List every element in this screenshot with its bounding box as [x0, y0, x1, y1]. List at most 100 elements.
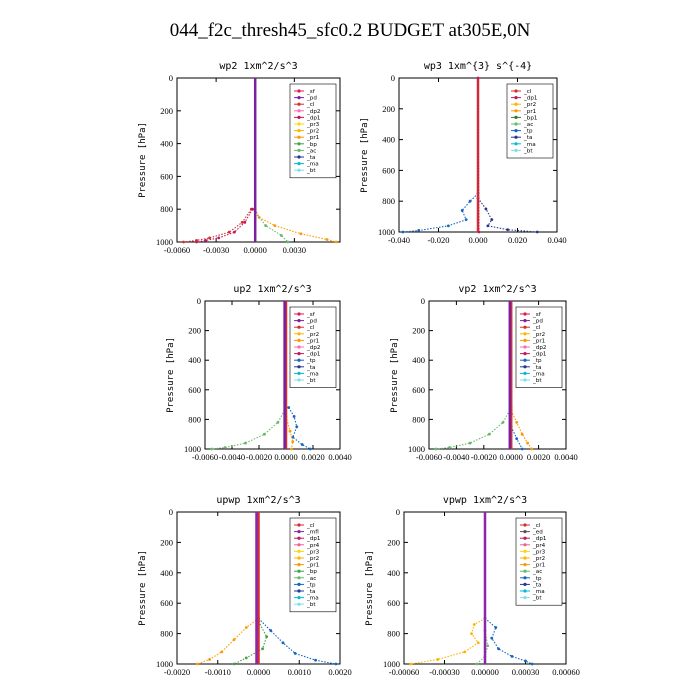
series-line: [477, 197, 538, 233]
x-tick-label: -0.0020: [164, 667, 190, 677]
legend-marker: [297, 549, 301, 554]
legend-marker: [523, 536, 527, 540]
data-point: [208, 658, 212, 661]
legend-marker: [297, 162, 301, 166]
legend-marker: [297, 102, 301, 106]
legend-label: _pr4: [532, 543, 546, 549]
data-point: [464, 218, 468, 222]
series-line: [484, 617, 533, 665]
data-point: [251, 207, 255, 211]
y-tick-label: 800: [412, 414, 425, 424]
legend-label: _ac: [306, 148, 316, 154]
legend-label: _cl: [306, 325, 315, 331]
legend-marker: [523, 576, 527, 580]
data-point: [417, 229, 421, 232]
legend-label: _sf: [532, 312, 542, 318]
panel-title: up2 1xm^2/s^3: [233, 284, 311, 295]
legend-label: _ta: [306, 155, 315, 161]
legend-marker: [523, 589, 527, 593]
data-point: [223, 446, 227, 449]
data-point: [261, 647, 264, 651]
legend-label: _pr3: [306, 549, 320, 555]
data-point: [448, 446, 451, 449]
legend-label: _pr2: [306, 129, 319, 135]
y-tick-label: 400: [382, 135, 395, 145]
legend-label: _ma: [523, 142, 536, 148]
legend-marker: [523, 358, 527, 362]
legend-marker: [514, 122, 518, 126]
legend-marker: [297, 589, 301, 593]
legend-marker: [297, 378, 301, 382]
y-tick-label: 200: [412, 326, 425, 336]
y-axis-label: Pressure [hPa]: [138, 550, 148, 626]
x-tick-label: 0.040: [547, 235, 566, 245]
legend-label: _pr1: [532, 338, 546, 344]
legend-marker: [514, 115, 518, 119]
panel-title: upwp 1xm^2/s^3: [216, 495, 300, 506]
x-tick-label: 0.00000: [471, 667, 499, 677]
legend-label: _pr2: [306, 556, 319, 562]
legend-marker: [297, 129, 301, 133]
data-point: [401, 230, 405, 234]
legend-marker: [523, 312, 527, 316]
series-line: [288, 407, 311, 450]
data-point: [244, 656, 248, 660]
legend-label: _bt: [532, 378, 542, 384]
legend-label: _ma: [532, 589, 545, 595]
legend-marker: [514, 96, 518, 100]
data-point: [244, 441, 247, 445]
data-point: [506, 228, 510, 232]
data-point: [484, 207, 488, 211]
legend-marker: [523, 371, 527, 375]
data-point: [476, 76, 480, 80]
y-tick-label: 400: [160, 568, 173, 578]
data-point: [535, 230, 539, 234]
legend-label: _bt: [306, 378, 316, 384]
legend-label: _pr1: [306, 338, 320, 344]
x-tick-label: 0.0000: [247, 667, 270, 677]
legend-marker: [297, 332, 301, 336]
panel-6: vpwp 1xm^2/s^3 -0.00060 -0.00030 0.00000 0.0…: [365, 495, 580, 677]
legend-marker: [523, 596, 527, 600]
data-point: [195, 662, 199, 666]
legend-marker: [297, 563, 301, 567]
y-tick-label: 0: [169, 507, 173, 517]
legend-marker: [297, 135, 301, 139]
data-point: [244, 626, 248, 629]
legend-label: _dp2: [532, 345, 546, 351]
y-axis-label: Pressure [hPa]: [365, 550, 375, 626]
panel-title: vp2 1xm^2/s^3: [458, 284, 536, 295]
data-point: [281, 641, 285, 645]
data-point: [300, 443, 304, 446]
panel-title: vpwp 1xm^2/s^3: [443, 495, 527, 506]
data-point: [208, 236, 212, 240]
x-tick-label: 0.0040: [554, 452, 577, 462]
legend-marker: [297, 89, 301, 93]
legend-marker: [297, 319, 301, 323]
data-point: [490, 636, 494, 640]
legend-label: _bt: [306, 168, 316, 174]
y-tick-label: 400: [160, 139, 173, 149]
legend-label: _dp2: [306, 345, 320, 351]
legend-label: _dp1: [306, 115, 321, 121]
y-tick-label: 400: [412, 355, 425, 365]
legend-marker: [297, 96, 301, 100]
legend-marker: [514, 109, 518, 113]
data-point: [240, 220, 244, 224]
panel-3: up2 1xm^2/s^3 -0.0060 -0.0040 -0.0020 0.0000…: [166, 284, 352, 462]
legend-label: _ac: [532, 569, 542, 575]
legend-marker: [523, 556, 527, 560]
x-tick-label: -0.020: [428, 235, 450, 245]
data-point: [487, 432, 491, 436]
legend-marker: [523, 523, 527, 527]
series-line: [254, 212, 289, 243]
panel-4: vp2 1xm^2/s^3 -0.0060 -0.0040 -0.0020 0.0000…: [390, 284, 578, 462]
y-tick-label: 200: [160, 537, 173, 547]
data-point: [227, 230, 231, 234]
x-tick-label: 0.0020: [527, 452, 550, 462]
legend-label: _bp: [306, 142, 317, 148]
x-tick-label: 0.0040: [328, 452, 351, 462]
legend-label: _ac: [523, 122, 533, 128]
series-line: [197, 617, 259, 665]
